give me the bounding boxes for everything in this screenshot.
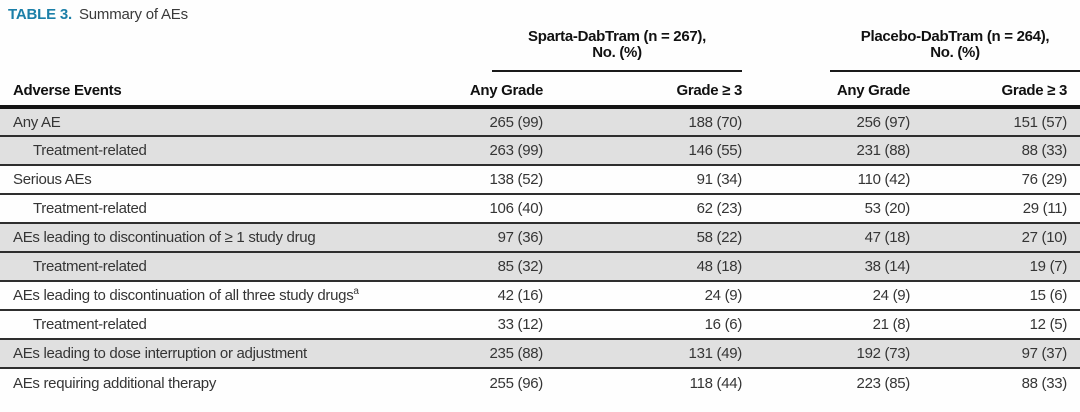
row-label-text: Serious AEs [13,171,92,188]
table-row: AEs leading to discontinuation of all th… [0,281,1080,310]
cell-value: 16 (6) [704,316,743,333]
group-header-placebo: Placebo-DabTram (n = 264), No. (%) [742,26,1080,72]
row-label-text: AEs leading to discontinuation of ≥ 1 st… [13,229,316,246]
cell-value: 42 (16) [497,287,543,304]
row-label-text: AEs leading to discontinuation of all th… [13,287,354,304]
table-title-text: Summary of AEs [78,6,188,23]
col-header-placebo-grade-ge3: Grade ≥ 3 [1001,82,1068,99]
row-label: AEs leading to dose interruption or adju… [0,339,445,368]
table-body: Any AE 265 (99) 188 (70) 256 (97) 151 (57) Tr… [0,107,1080,397]
table-caption: TABLE 3. Summary of AEs [0,0,1080,26]
group-header-row: Sparta-DabTram (n = 267), No. (%) Placeb… [0,26,1080,72]
row-label-text: Treatment-related [33,258,147,275]
table-row: AEs requiring additional therapy 255 (96)… [0,368,1080,397]
cell-value: 97 (36) [497,229,543,246]
cell-value: 91 (34) [696,171,743,188]
row-label-text: AEs leading to dose interruption or adju… [13,345,307,362]
group-sparta-line2: No. (%) [592,44,642,61]
cell-value: 12 (5) [1029,316,1068,333]
cell-value: 24 (9) [704,287,743,304]
col-header-placebo-any-grade: Any Grade [836,82,911,99]
cell-value: 58 (22) [696,229,743,246]
cell-value: 131 (49) [688,345,743,362]
table-row: Any AE 265 (99) 188 (70) 256 (97) 151 (57) [0,107,1080,136]
row-label: AEs requiring additional therapy [0,368,445,397]
table-row: Treatment-related 263 (99) 146 (55) 231 (88… [0,136,1080,165]
cell-value: 88 (33) [1021,142,1068,159]
cell-value: 97 (37) [1021,345,1068,362]
row-label: Serious AEs [0,165,445,194]
row-label: Treatment-related [0,136,445,165]
group-header-sparta-inner: Sparta-DabTram (n = 267), No. (%) [492,26,743,72]
group-header-placebo-inner: Placebo-DabTram (n = 264), No. (%) [830,26,1080,72]
cell-value: 29 (11) [1022,200,1068,217]
column-header-row: Adverse Events Any Grade Grade ≥ 3 Any G… [0,72,1080,107]
cell-value: 255 (96) [489,374,543,392]
cell-value: 38 (14) [864,258,911,275]
table-row: AEs leading to discontinuation of ≥ 1 st… [0,223,1080,252]
cell-value: 118 (44) [689,374,743,392]
col-header-sparta-any-grade: Any Grade [469,82,543,99]
cell-value: 62 (23) [696,200,743,217]
cell-value: 27 (10) [1021,229,1068,246]
cell-value: 33 (12) [497,316,543,333]
table-row: Serious AEs 138 (52) 91 (34) 110 (42) 76 (29… [0,165,1080,194]
cell-value: 85 (32) [497,258,543,275]
table-row: Treatment-related 33 (12) 16 (6) 21 (8) 12 (… [0,310,1080,339]
cell-value: 47 (18) [864,229,911,246]
table-row: Treatment-related 85 (32) 48 (18) 38 (14) 19… [0,252,1080,281]
cell-value: 256 (97) [856,113,911,131]
cell-value: 106 (40) [489,200,543,217]
cell-value: 265 (99) [489,113,543,131]
cell-value: 151 (57) [1013,113,1068,131]
cell-value: 15 (6) [1029,287,1068,304]
col-header-sparta-grade-ge3: Grade ≥ 3 [676,82,743,99]
row-label: Treatment-related [0,252,445,281]
cell-value: 263 (99) [489,142,543,159]
row-label: AEs leading to discontinuation of ≥ 1 st… [0,223,445,252]
cell-value: 188 (70) [688,113,743,131]
cell-value: 110 (42) [857,171,911,188]
cell-value: 19 (7) [1029,258,1068,275]
cell-value: 235 (88) [489,345,543,362]
cell-value: 223 (85) [856,374,911,392]
cell-value: 138 (52) [489,171,543,188]
cell-value: 21 (8) [872,316,911,333]
group-placebo-line2: No. (%) [930,44,980,61]
row-label: Treatment-related [0,194,445,223]
table-row: AEs leading to dose interruption or adju… [0,339,1080,368]
row-label-text: AEs requiring additional therapy [13,374,217,392]
row-label: AEs leading to discontinuation of all th… [0,281,445,310]
group-header-spacer [0,26,445,72]
cell-value: 53 (20) [864,200,911,217]
row-label-text: Any AE [13,113,61,131]
table-row: Treatment-related 106 (40) 62 (23) 53 (20) 2… [0,194,1080,223]
group-header-sparta: Sparta-DabTram (n = 267), No. (%) [445,26,743,72]
row-label: Treatment-related [0,310,445,339]
cell-value: 76 (29) [1021,171,1068,188]
adverse-events-table: Sparta-DabTram (n = 267), No. (%) Placeb… [0,26,1080,397]
cell-value: 146 (55) [688,142,743,159]
cell-value: 192 (73) [856,345,911,362]
table-number-label: TABLE 3. [8,6,72,23]
footnote-marker: a [353,286,359,297]
row-label-text: Treatment-related [33,200,147,217]
group-sparta-line1: Sparta-DabTram (n = 267), [528,28,706,45]
table-header: Sparta-DabTram (n = 267), No. (%) Placeb… [0,26,1080,107]
cell-value: 231 (88) [856,142,911,159]
cell-value: 24 (9) [872,287,911,304]
col-header-adverse-events: Adverse Events [13,82,122,99]
group-placebo-line1: Placebo-DabTram (n = 264), [860,28,1050,45]
cell-value: 88 (33) [1021,374,1068,392]
cell-value: 48 (18) [696,258,743,275]
row-label-text: Treatment-related [33,142,147,159]
row-label-text: Treatment-related [33,316,147,333]
row-label: Any AE [0,107,445,136]
